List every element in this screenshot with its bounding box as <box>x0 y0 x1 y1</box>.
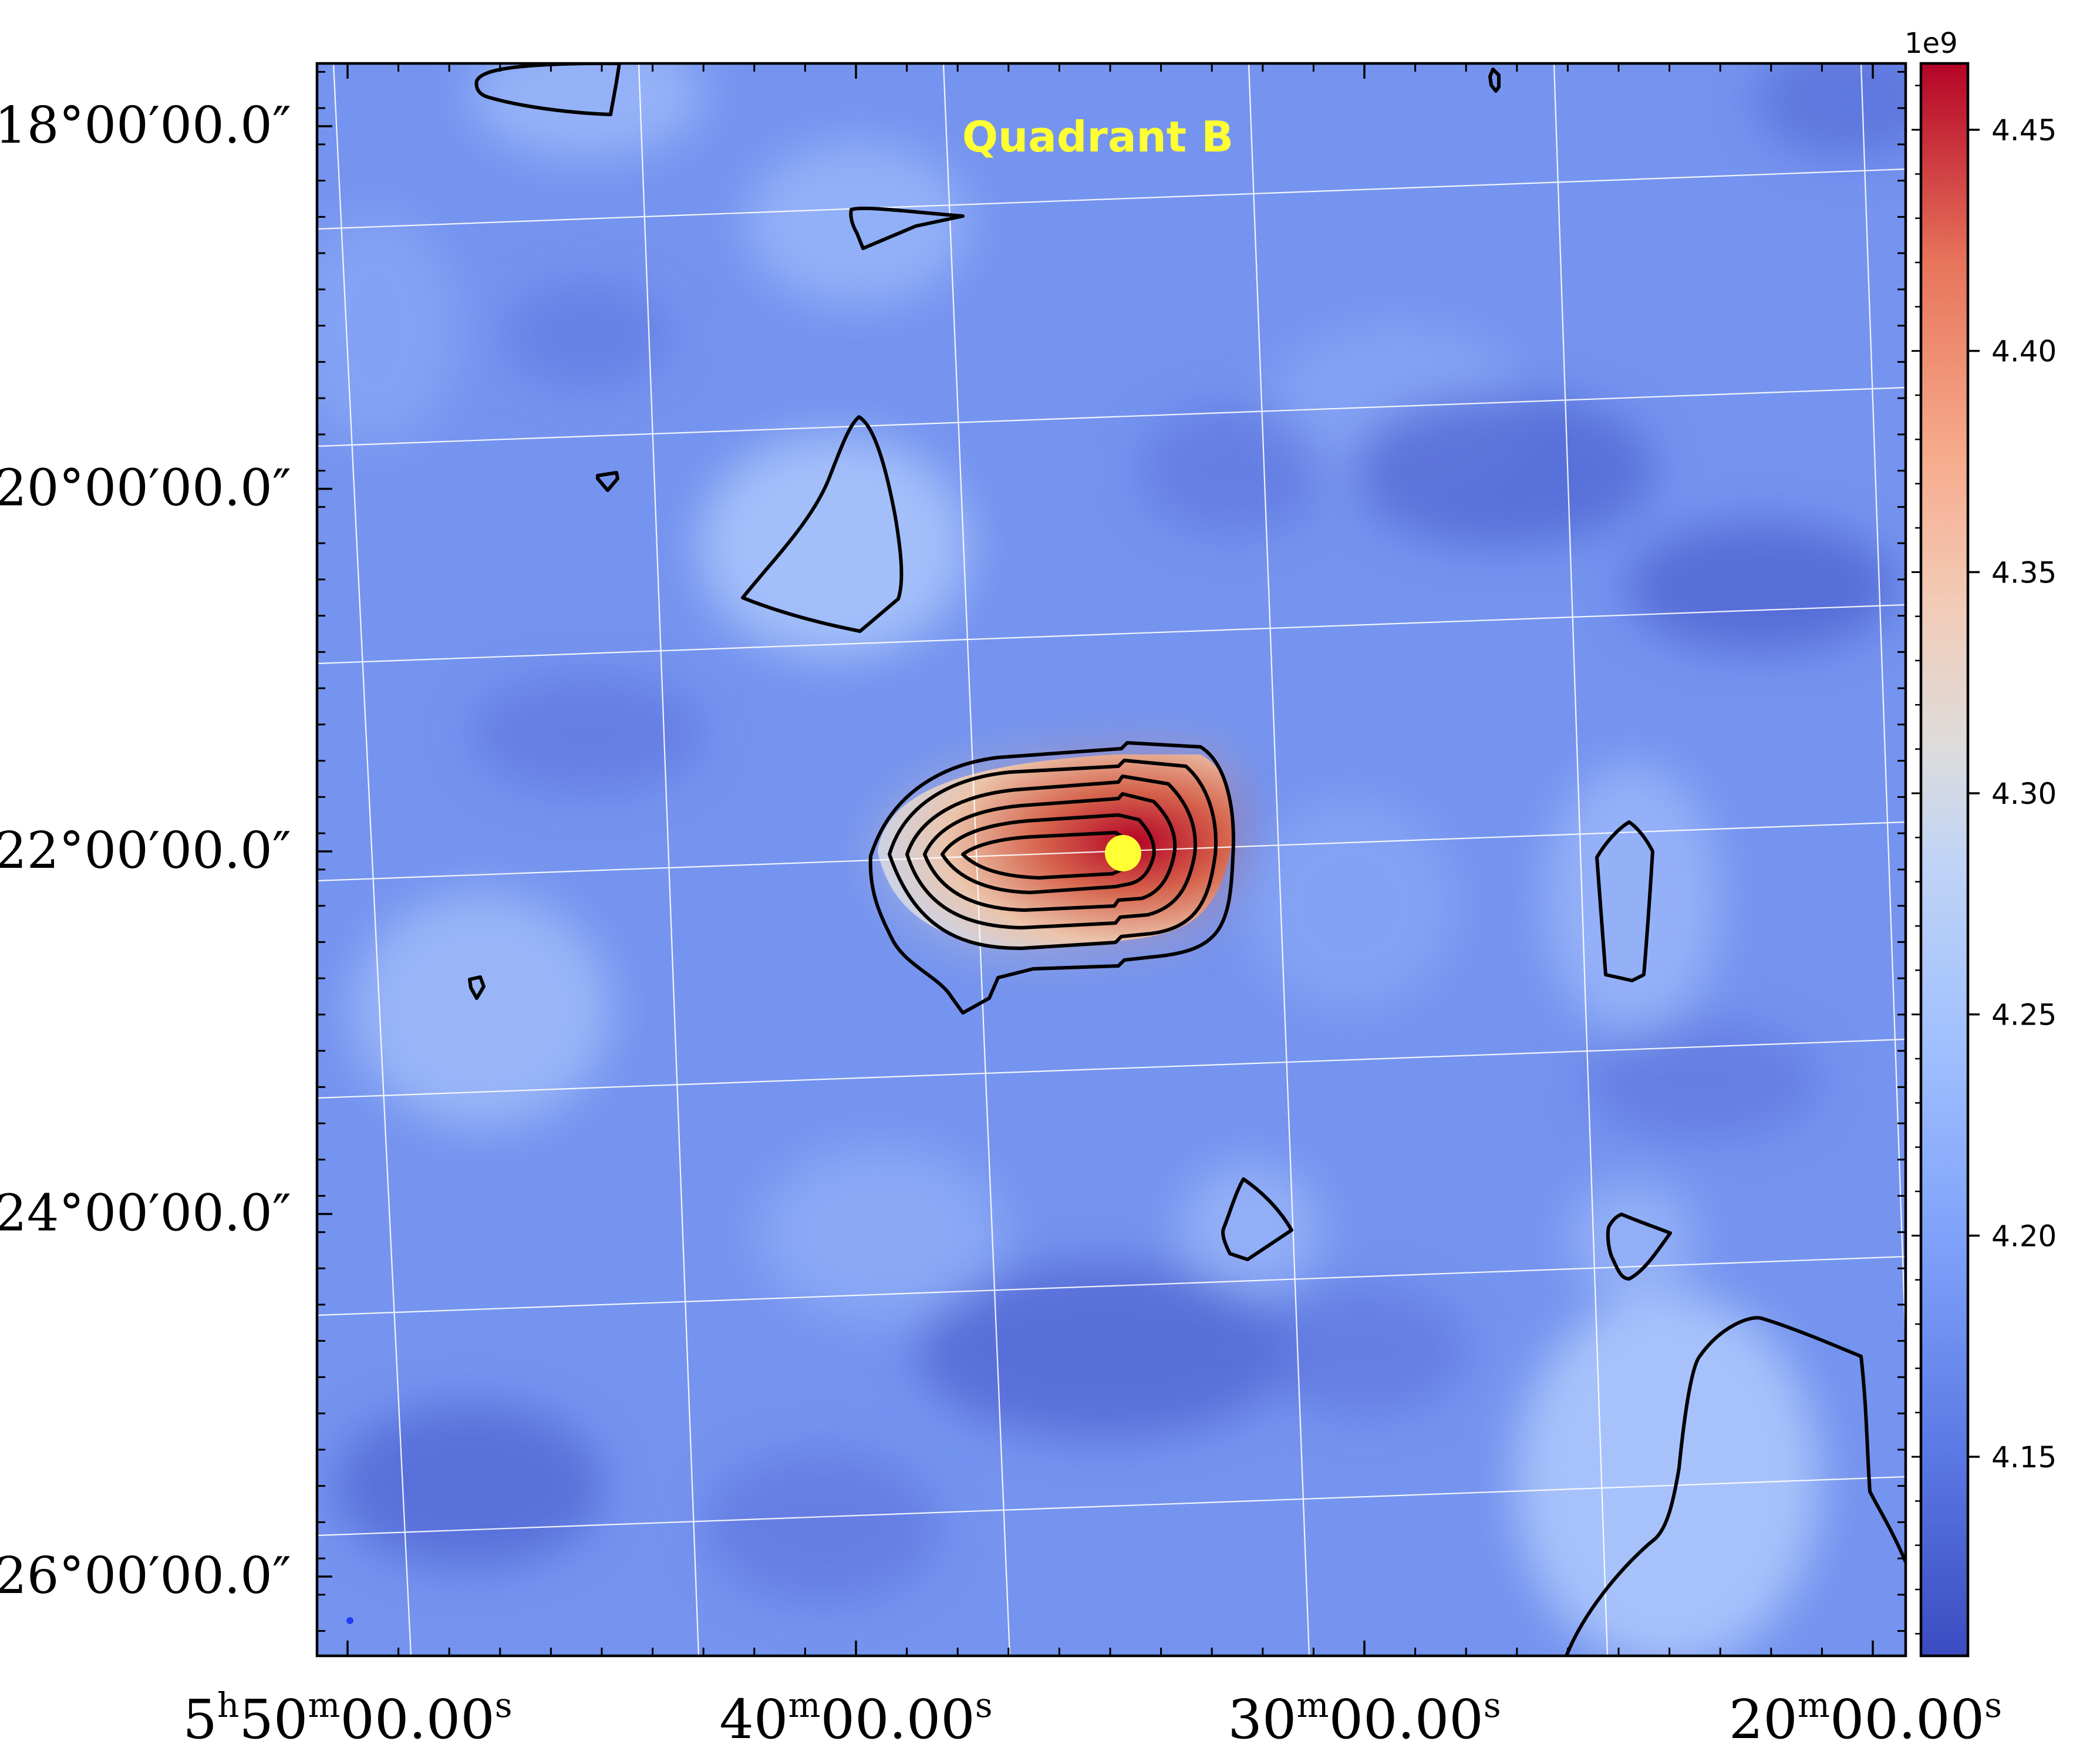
contour-island <box>596 471 619 492</box>
contour-island <box>1221 1177 1293 1261</box>
y-tick-label: 26°00′00.0″ <box>0 1547 291 1605</box>
contour-island <box>468 975 486 1000</box>
colorbar-tick-label: 4.25 <box>1991 998 2057 1032</box>
contour-island <box>1595 820 1654 982</box>
colorbar: 1e9 4.15 4.20 4.25 4.30 4.35 4.40 4.45 <box>1905 27 2057 1658</box>
coordinate-grid <box>317 63 1906 1656</box>
colorbar-tick-label: 4.30 <box>1991 777 2057 811</box>
colorbar-tick-label: 4.35 <box>1991 555 2057 590</box>
x-tick-label: 20m00.00s <box>1729 1685 2002 1751</box>
x-tick-label: 30m00.00s <box>1228 1685 1501 1751</box>
beam-marker <box>346 1617 353 1624</box>
quadrant-label: Quadrant B <box>962 112 1233 161</box>
y-tick-label: 24°00′00.0″ <box>0 1184 291 1243</box>
contour-island <box>849 206 965 250</box>
contour-level-3 <box>905 774 1197 929</box>
contour-island <box>1565 1316 1906 1656</box>
heatmap-image <box>317 63 1906 1656</box>
contour-lines <box>468 63 1906 1656</box>
colorbar-tick-label: 4.15 <box>1991 1440 2057 1474</box>
contour-island <box>741 415 904 633</box>
contour-level-2 <box>888 759 1218 950</box>
colorbar-offset-label: 1e9 <box>1905 27 1958 60</box>
y-axis: 18°00′00.0″ 20°00′00.0″ 22°00′00.0″ 24°00′0… <box>0 70 1906 1632</box>
x-tick-label: 5h50m00.00s <box>183 1685 512 1751</box>
contour-island <box>474 63 621 116</box>
contour-island <box>1606 1213 1672 1281</box>
contour-level-1 <box>868 741 1235 1015</box>
peak-marker <box>1105 835 1141 871</box>
colorbar-gradient <box>1921 63 1968 1656</box>
colorbar-tick-label: 4.40 <box>1991 335 2057 369</box>
y-tick-label: 22°00′00.0″ <box>0 821 291 880</box>
contour-island <box>1488 68 1501 93</box>
contour-level-4 <box>923 792 1177 912</box>
y-tick-label: 18°00′00.0″ <box>0 96 291 155</box>
contour-level-5 <box>941 813 1156 894</box>
x-tick-label: 40m00.00s <box>719 1685 992 1751</box>
colorbar-tick-label: 4.20 <box>1991 1219 2057 1253</box>
y-tick-label: 20°00′00.0″ <box>0 459 291 518</box>
plot-frame <box>315 62 1907 1658</box>
colorbar-frame <box>1919 62 1970 1658</box>
x-axis: 5h50m00.00s 40m00.00s 30m00.00s 20m00.00s <box>183 63 2002 1751</box>
colorbar-tick-label: 4.45 <box>1991 113 2057 147</box>
